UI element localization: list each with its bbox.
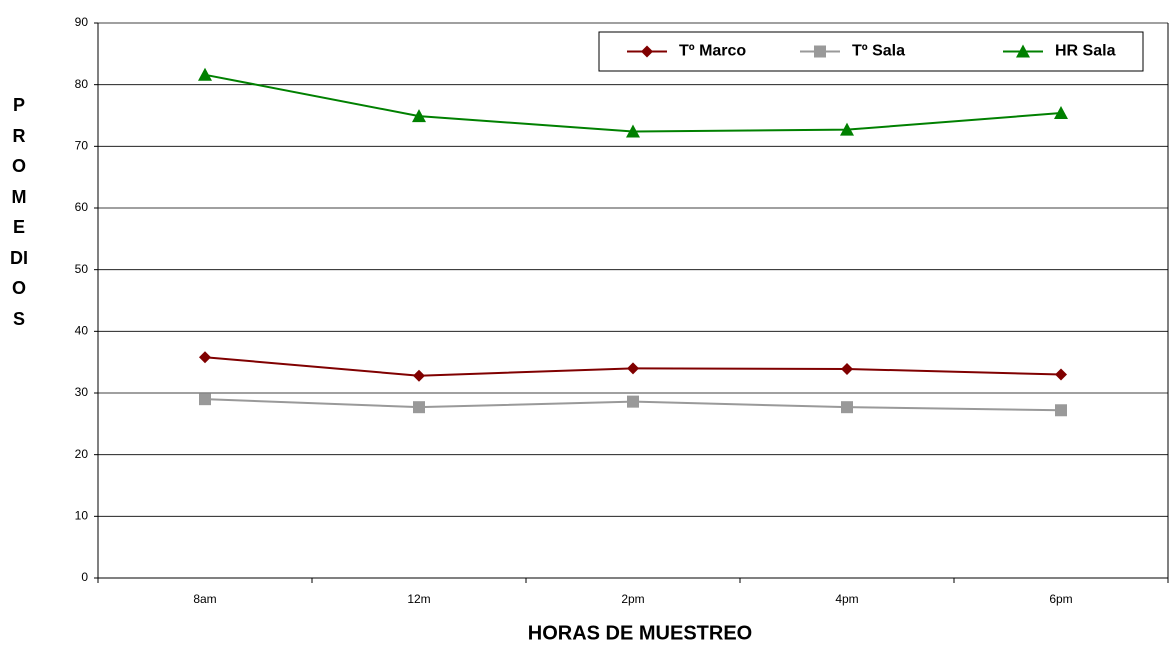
point (840, 122, 854, 136)
y-tick-label: 30 (75, 385, 89, 399)
point (413, 401, 425, 414)
point (1055, 368, 1067, 381)
legend (598, 31, 1144, 72)
legend-marker (814, 45, 826, 58)
y-tick-label: 40 (75, 324, 89, 338)
point (627, 395, 639, 408)
point (412, 109, 426, 123)
point (841, 362, 853, 375)
x-axis-title: HORAS DE MUESTREO (528, 622, 752, 644)
x-tick-label: 2pm (621, 592, 644, 606)
x-tick-label: 4pm (835, 592, 858, 606)
y-tick-label: 50 (75, 262, 89, 276)
y-tick-label: 0 (81, 570, 88, 584)
legend-marker (641, 45, 653, 58)
legend-label: HR Sala (1055, 43, 1116, 60)
legend-label: Tº Sala (852, 43, 905, 60)
y-tick-label: 70 (75, 139, 89, 153)
y-tick-label: 10 (75, 509, 89, 523)
point (199, 393, 211, 406)
legend-marker (1016, 44, 1030, 58)
x-tick-label: 6pm (1049, 592, 1072, 606)
y-tick-label: 60 (75, 200, 89, 214)
point (198, 67, 212, 81)
y-tick-label: 20 (75, 447, 89, 461)
x-tick-label: 8am (193, 592, 216, 606)
point (841, 401, 853, 414)
legend-label: Tº Marco (679, 43, 746, 60)
point (1055, 404, 1067, 417)
point (1054, 106, 1068, 120)
point (199, 351, 211, 364)
point (627, 362, 639, 375)
series-line (204, 73, 1062, 133)
y-axis-title: PROMEDIOS (10, 95, 28, 329)
x-tick-label: 12m (407, 592, 430, 606)
y-tick-label: 90 (75, 15, 89, 29)
point (626, 124, 640, 138)
point (413, 369, 425, 382)
y-tick-label: 80 (75, 77, 89, 91)
